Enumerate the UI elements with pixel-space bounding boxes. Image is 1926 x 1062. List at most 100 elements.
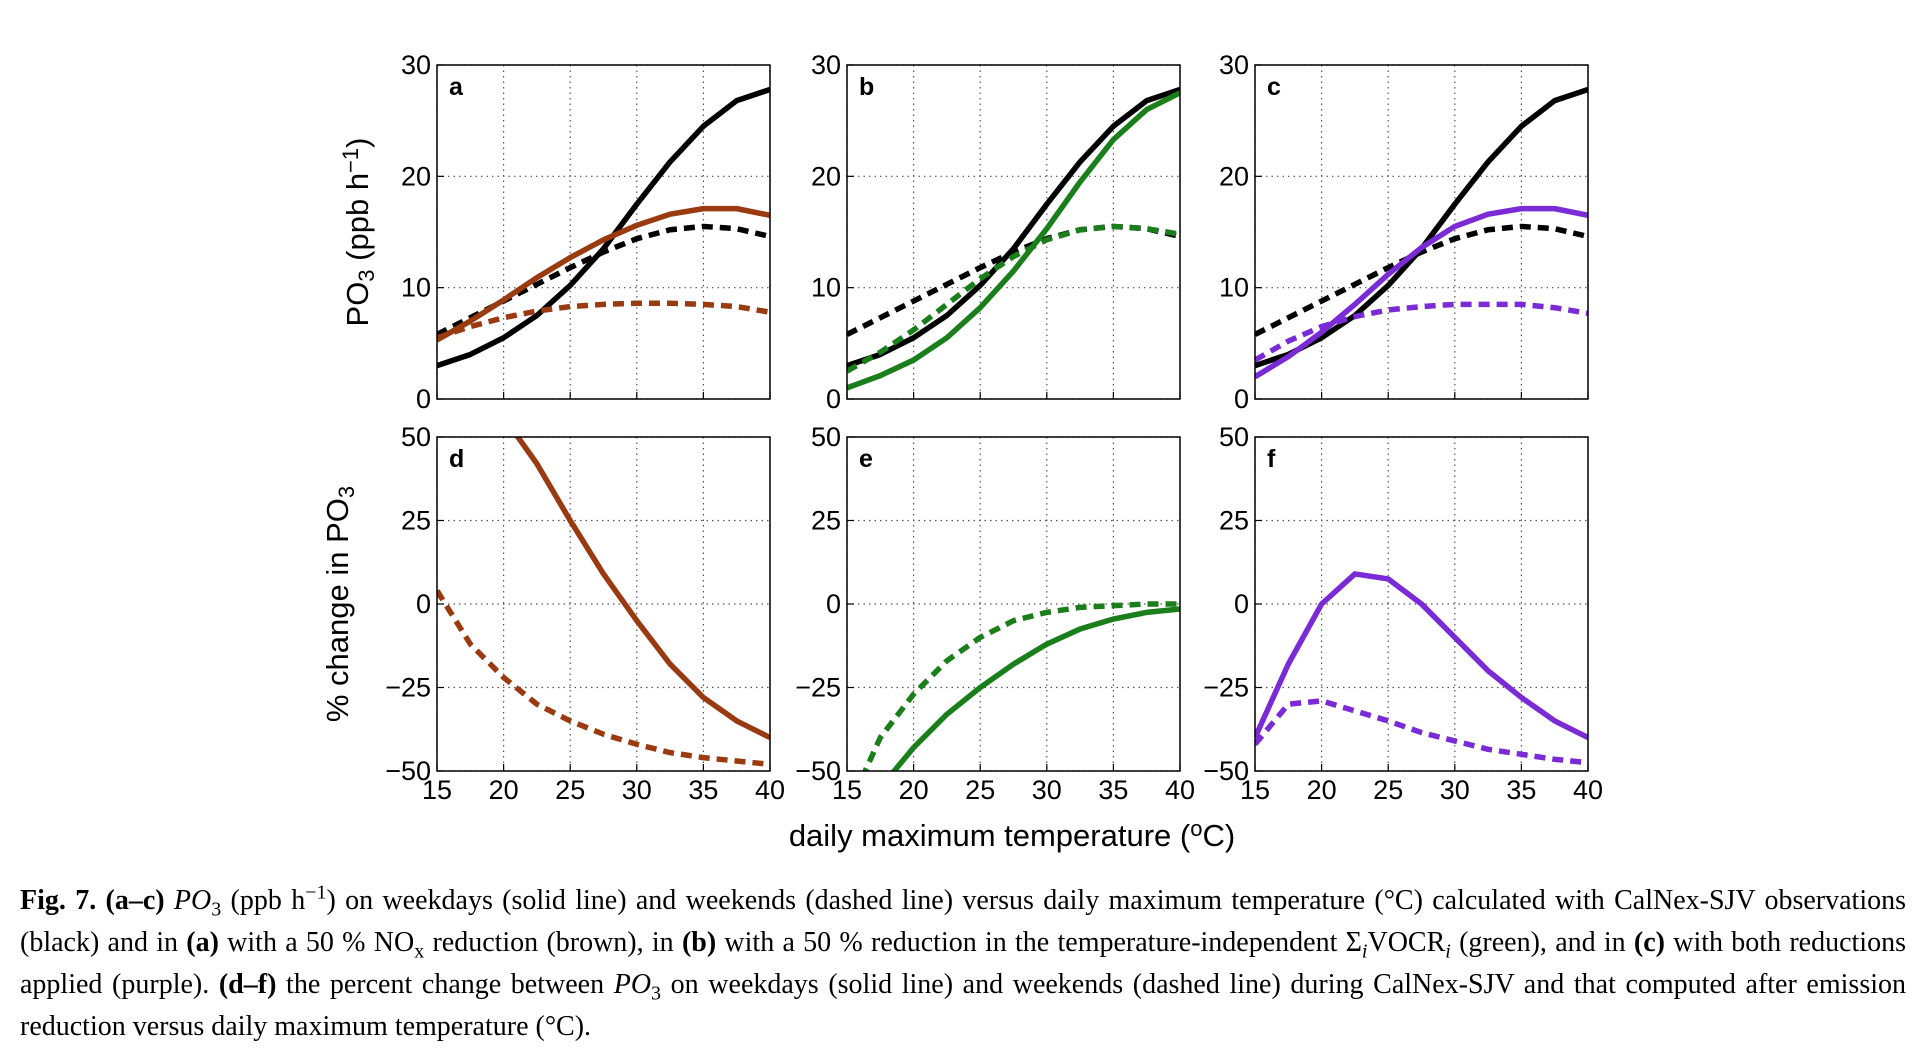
panel-label: e — [859, 445, 873, 473]
x-tick-label: 15 — [1240, 775, 1270, 805]
caption-text: ) on weekdays (solid line) and weekends … — [20, 885, 1906, 958]
label-part: ) — [340, 138, 375, 148]
line-series — [1255, 301, 1588, 363]
x-tick-label: 40 — [1573, 775, 1603, 805]
label-part: 3 — [334, 486, 359, 498]
caption-text: x — [414, 940, 425, 963]
y-tick-label: 0 — [826, 589, 841, 619]
line-series — [890, 606, 1180, 771]
y-tick-label: −50 — [1203, 756, 1249, 786]
x-tick-label: 30 — [1032, 775, 1062, 805]
caption-text: on weekdays (solid line) and weekends (d… — [20, 969, 1906, 1042]
panel-label: d — [449, 445, 464, 473]
y-tick-label: −50 — [795, 756, 841, 786]
caption-text: VOCR — [1367, 927, 1446, 958]
y-tick-label: 20 — [401, 161, 431, 191]
y-tick-label: 30 — [811, 50, 841, 80]
x-axis-label: daily maximum temperature (oC) — [789, 816, 1235, 853]
y-tick-label: 0 — [1234, 384, 1249, 414]
label-part: daily maximum temperature ( — [789, 818, 1191, 853]
y-tick-label: −25 — [1203, 673, 1249, 703]
y-tick-label: 25 — [401, 506, 431, 536]
axes-frame — [436, 436, 771, 772]
y-tick-label: 25 — [1219, 506, 1249, 536]
x-tick-label: 25 — [1373, 775, 1403, 805]
x-tick-label: 35 — [1098, 775, 1128, 805]
caption-text: 3 — [651, 982, 662, 1005]
x-tick-label: 20 — [899, 775, 929, 805]
caption-text: the percent change between — [276, 969, 614, 1000]
y-axis-label: PO3 (ppb h−1) — [338, 138, 379, 327]
label-part: % change in PO — [320, 498, 355, 722]
y-axis-label: % change in PO3 — [320, 486, 359, 722]
label-part: −1 — [338, 148, 363, 173]
label-part: PO — [340, 282, 375, 327]
line-series — [1255, 223, 1588, 337]
y-tick-label: 10 — [811, 273, 841, 303]
label-part: C) — [1202, 818, 1235, 853]
y-tick-label: −25 — [795, 673, 841, 703]
x-tick-label: 35 — [688, 775, 718, 805]
line-series — [437, 86, 770, 369]
line-series — [862, 601, 1180, 771]
caption-text: (b) — [681, 927, 717, 958]
y-tick-label: −50 — [385, 756, 431, 786]
line-series — [847, 90, 1180, 391]
caption-text: PO — [613, 969, 652, 1000]
x-tick-label: 20 — [489, 775, 519, 805]
line-series — [847, 223, 1180, 374]
panel-label: c — [1267, 73, 1281, 101]
line-series — [1255, 698, 1588, 766]
y-tick-label: 50 — [811, 422, 841, 452]
label-part: 3 — [354, 269, 379, 281]
label-part: (ppb h — [340, 173, 375, 270]
y-tick-label: 20 — [1219, 161, 1249, 191]
caption-text: (d–f) — [218, 969, 277, 1000]
panel-label: a — [449, 73, 464, 101]
y-tick-label: 30 — [401, 50, 431, 80]
caption-text: (a) — [186, 927, 219, 958]
caption-text: reduction (brown), in — [424, 927, 682, 958]
axes-frame — [846, 436, 1181, 772]
line-series — [847, 223, 1180, 337]
x-tick-label: 35 — [1506, 775, 1536, 805]
axes-frame — [846, 64, 1181, 400]
x-tick-label: 20 — [1307, 775, 1337, 805]
caption-text: −1 — [305, 881, 327, 904]
axes-frame — [1254, 436, 1589, 772]
line-series — [1255, 205, 1588, 380]
x-tick-label: 30 — [1440, 775, 1470, 805]
line-series — [1255, 571, 1588, 741]
caption-text: (ppb h — [221, 885, 306, 916]
line-series — [437, 589, 770, 768]
y-tick-label: 50 — [1219, 422, 1249, 452]
x-tick-label: 40 — [755, 775, 785, 805]
panel-label: b — [859, 73, 874, 101]
y-tick-label: 10 — [401, 273, 431, 303]
y-tick-label: 20 — [811, 161, 841, 191]
caption-text: with both reductions applied (purple). — [20, 927, 1906, 1000]
panel-label: f — [1267, 445, 1276, 473]
y-tick-label: 30 — [1219, 50, 1249, 80]
y-tick-label: 0 — [1234, 589, 1249, 619]
y-tick-label: 50 — [401, 422, 431, 452]
line-series — [514, 437, 770, 741]
caption: Fig. 7. (a–c) PO3 (ppb h−1) on weekdays … — [20, 880, 1906, 1048]
y-tick-label: 0 — [416, 589, 431, 619]
x-tick-label: 25 — [965, 775, 995, 805]
caption-text: Fig. 7. (a–c) — [20, 885, 174, 916]
caption-text: with a 50 % reduction in the temperature… — [716, 927, 1362, 958]
caption-text: (c) — [1633, 927, 1665, 958]
y-tick-label: −25 — [385, 673, 431, 703]
y-tick-label: 10 — [1219, 273, 1249, 303]
x-tick-label: 25 — [555, 775, 585, 805]
caption-text: PO — [173, 885, 212, 916]
line-series — [437, 300, 770, 341]
caption-text: (green), and in — [1450, 927, 1634, 958]
x-tick-label: 15 — [832, 775, 862, 805]
caption-text: i — [1445, 940, 1451, 963]
line-series — [437, 205, 770, 343]
y-tick-label: 25 — [811, 506, 841, 536]
label-part: o — [1190, 816, 1202, 841]
